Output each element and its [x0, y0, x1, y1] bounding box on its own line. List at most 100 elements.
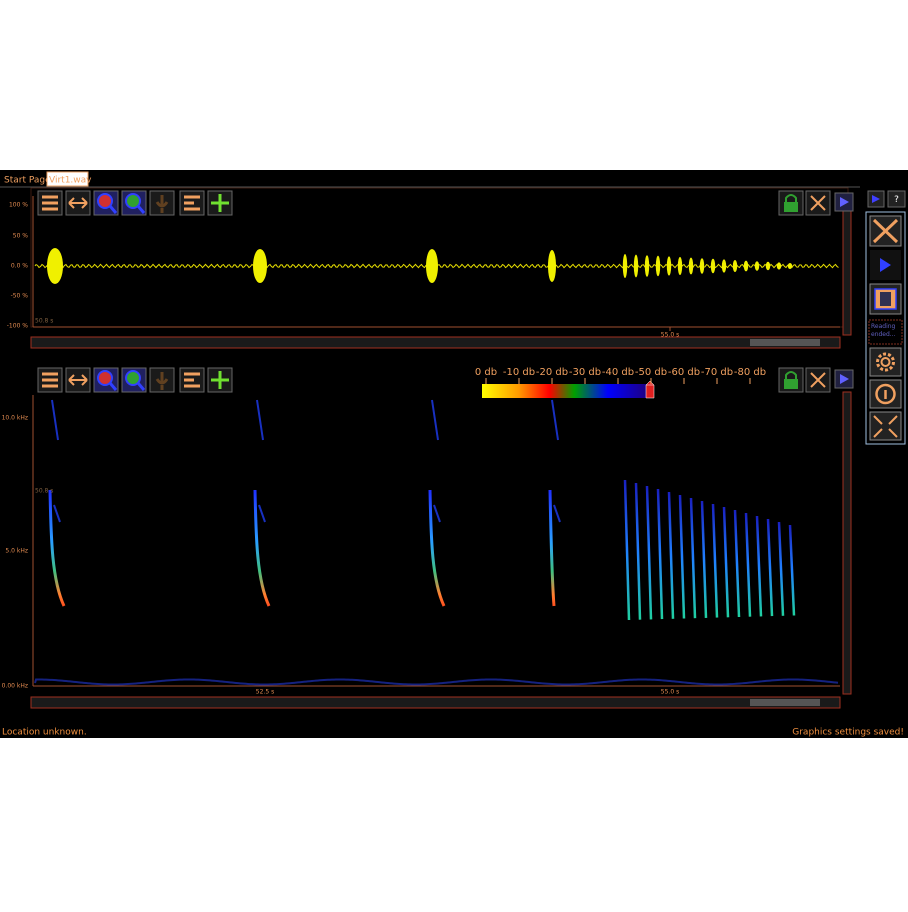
scale-label: -80 db — [734, 367, 766, 378]
scroll-thumb[interactable] — [750, 339, 820, 346]
scrollbar[interactable] — [842, 391, 852, 695]
trill-trace — [678, 494, 686, 619]
trill-burst — [666, 256, 672, 276]
icon — [136, 205, 146, 214]
trill-trace — [777, 521, 785, 616]
trill-trace — [634, 482, 642, 620]
icon — [211, 194, 229, 212]
icon — [136, 382, 146, 391]
status-right: Graphics settings saved! — [792, 728, 904, 738]
trill-burst — [787, 263, 793, 269]
icon — [876, 352, 895, 372]
icon — [872, 218, 899, 244]
tab[interactable]: Virt1.wav — [49, 176, 92, 186]
start-label: 50.8 s — [35, 488, 53, 495]
threshold-handle[interactable] — [645, 380, 655, 399]
status-box — [868, 319, 903, 345]
scrollbar[interactable] — [30, 696, 841, 709]
call-trace — [253, 489, 271, 607]
icon — [873, 415, 898, 438]
trill-burst — [721, 259, 727, 273]
icon — [184, 372, 200, 388]
icon — [784, 202, 798, 212]
icon — [880, 357, 891, 367]
color-scale-labels: 0 db -10 db -20 db -30 db -40 db -50 db -60 db… — [475, 367, 766, 384]
icon — [155, 195, 169, 213]
icon — [840, 374, 849, 384]
icon — [42, 372, 58, 388]
y-label: 0.00 kHz — [2, 683, 28, 690]
call-fragment — [258, 504, 266, 523]
icon — [784, 379, 798, 389]
icon — [785, 371, 797, 379]
trill-burst — [699, 258, 705, 274]
help-label: ? — [894, 195, 899, 205]
trill-burst — [633, 254, 639, 278]
scale-label: 0 db — [475, 367, 497, 378]
trill-trace — [711, 503, 719, 618]
y-label: 10.0 kHz — [2, 415, 28, 422]
trill-trace — [645, 485, 653, 620]
status-left: Location unknown. — [2, 728, 87, 738]
scrollbar[interactable] — [842, 204, 852, 336]
x-label: 55.0 s — [661, 332, 679, 339]
start-label: 50.8 s — [35, 318, 53, 325]
icon — [211, 371, 229, 389]
call-harmonic — [256, 399, 264, 441]
scrollbar[interactable] — [30, 336, 841, 349]
call-burst — [47, 248, 63, 284]
call-burst — [426, 249, 438, 283]
trill-trace — [733, 509, 741, 618]
trill-burst — [655, 255, 661, 277]
trill-burst — [765, 261, 771, 271]
tab[interactable]: Start Page — [4, 176, 51, 186]
scroll-thumb[interactable] — [750, 699, 820, 706]
icon — [68, 374, 88, 386]
color-scale — [482, 384, 650, 398]
trill-burst — [677, 257, 683, 275]
call-harmonic — [431, 399, 439, 441]
y-label: -100 % — [7, 323, 29, 330]
y-label: 50 % — [13, 233, 29, 240]
call-harmonic — [51, 399, 59, 441]
x-label: 52.5 s — [256, 689, 274, 696]
icon — [108, 382, 118, 391]
icon — [872, 195, 880, 203]
icon — [184, 195, 200, 211]
side-panel — [865, 211, 906, 445]
trill-burst — [710, 258, 716, 274]
icon — [97, 193, 113, 209]
scale-label: -20 db — [536, 367, 568, 378]
trill-trace — [788, 524, 796, 616]
trill-trace — [656, 488, 664, 620]
scale-label: -60 db — [668, 367, 700, 378]
trill-burst — [754, 261, 760, 271]
call-trace — [428, 489, 446, 607]
x-label: 55.0 s — [661, 689, 679, 696]
spectrogram — [34, 399, 839, 686]
call-fragment — [553, 504, 561, 523]
active-tab[interactable] — [46, 171, 89, 187]
scale-label: -10 db — [503, 367, 535, 378]
trill-burst — [688, 257, 694, 275]
trill-trace — [755, 515, 763, 617]
trill-burst — [732, 260, 738, 272]
y-label: 100 % — [9, 202, 28, 209]
icon — [97, 370, 113, 386]
settings-button[interactable] — [869, 347, 902, 377]
call-harmonic — [551, 399, 559, 441]
noise-band — [34, 678, 839, 686]
trill-trace — [667, 491, 675, 619]
trill-burst — [743, 260, 749, 272]
icon — [840, 197, 849, 207]
background — [0, 170, 908, 738]
icon — [108, 205, 118, 214]
icon — [125, 193, 141, 209]
call-burst — [548, 250, 556, 282]
trill-trace — [700, 500, 708, 618]
help-button[interactable] — [887, 190, 906, 208]
icon — [785, 194, 797, 202]
trill-trace — [766, 518, 774, 617]
icon — [880, 292, 891, 306]
